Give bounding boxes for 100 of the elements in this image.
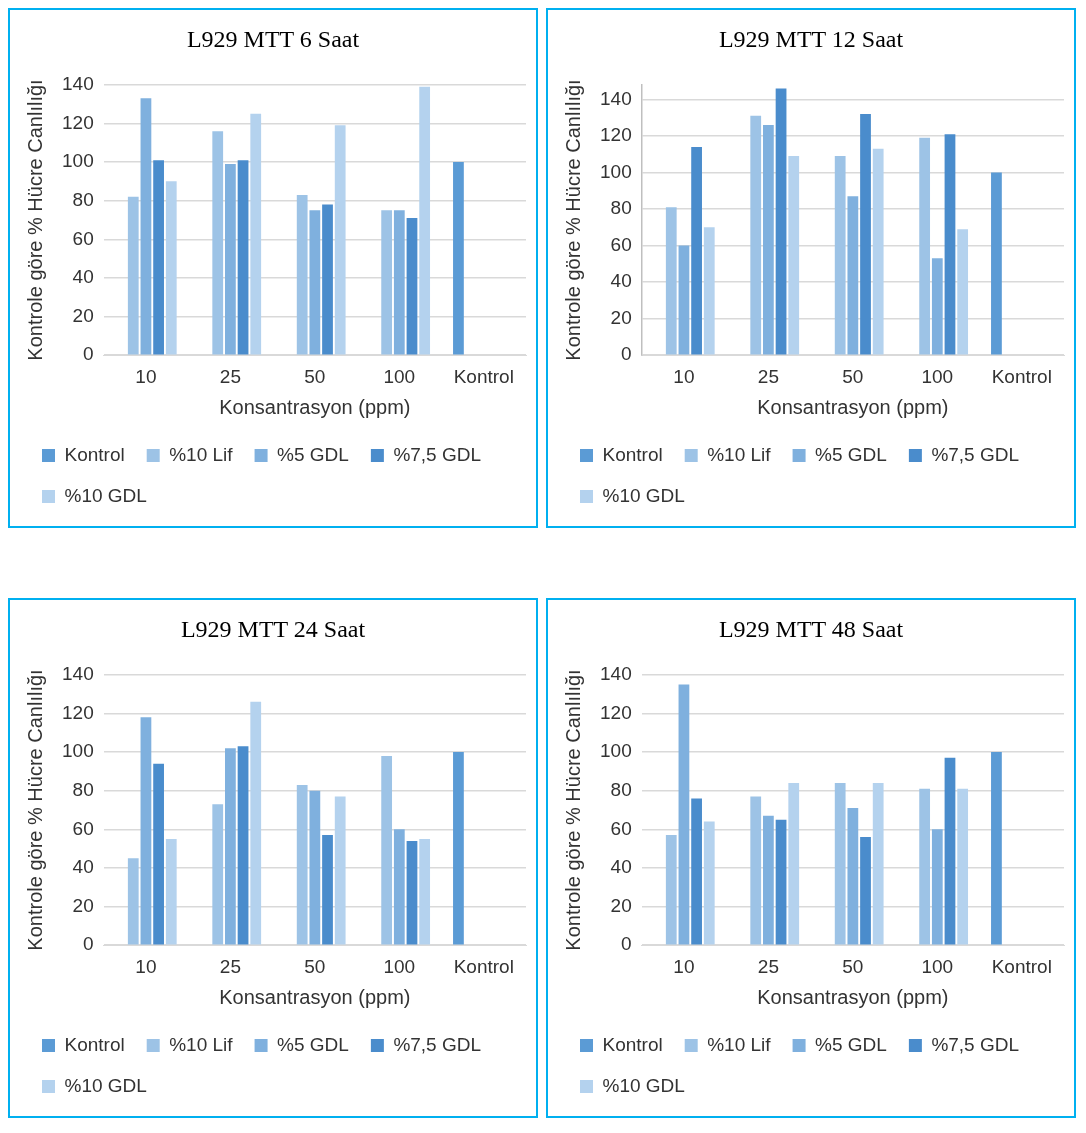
bar (393, 829, 405, 945)
bar (703, 821, 715, 945)
chart-title: L929 MTT 6 Saat (186, 25, 360, 52)
legend-label: %7,5 GDL (931, 443, 1020, 465)
x-tick-label: 50 (304, 365, 326, 387)
chart-title: L929 MTT 24 Saat (180, 615, 366, 642)
bar (750, 796, 762, 945)
x-tick-label: 10 (135, 955, 157, 977)
x-tick-label: 100 (383, 365, 416, 387)
bar (237, 160, 249, 355)
y-tick-label: 0 (83, 343, 94, 365)
y-tick-label: 80 (72, 188, 94, 210)
y-tick-label: 0 (621, 343, 632, 365)
bar (237, 746, 249, 945)
bar (834, 782, 846, 945)
y-tick-label: 20 (72, 304, 94, 326)
y-tick-label: 20 (610, 894, 632, 916)
x-tick-label: 10 (673, 955, 695, 977)
x-tick-label: 25 (757, 955, 779, 977)
bar (678, 245, 690, 355)
legend-label: %10 GDL (602, 1074, 685, 1096)
legend-label: Kontrol (64, 1033, 125, 1055)
bar (788, 156, 800, 355)
legend-label: %10 Lif (169, 1033, 234, 1055)
bar (678, 684, 690, 945)
y-tick-label: 120 (600, 124, 632, 146)
bar (406, 840, 418, 945)
bar (703, 227, 715, 355)
y-tick-label: 60 (72, 227, 94, 249)
x-tick-label: 25 (219, 365, 241, 387)
y-tick-label: 60 (610, 233, 632, 255)
y-tick-label: 40 (72, 266, 94, 288)
bar (931, 258, 943, 355)
y-tick-label: 140 (600, 87, 632, 109)
bar (991, 752, 1002, 945)
bar (165, 181, 177, 355)
legend-label: %10 Lif (169, 443, 234, 465)
bar (957, 788, 969, 945)
bar (691, 146, 702, 355)
bar (944, 757, 956, 945)
bar (381, 210, 393, 355)
bar (309, 210, 321, 355)
bar (419, 86, 431, 355)
chart-title: L929 MTT 48 Saat (718, 615, 904, 642)
x-tick-label: 100 (921, 955, 954, 977)
y-tick-label: 80 (72, 778, 94, 800)
y-tick-label: 0 (83, 933, 94, 955)
x-axis-title: Konsantrasyon (ppm) (219, 395, 411, 418)
bar (872, 782, 884, 945)
legend-label: %10 GDL (64, 1074, 147, 1096)
y-tick-label: 40 (610, 270, 632, 292)
bar (225, 748, 236, 945)
y-tick-label: 120 (600, 701, 632, 723)
y-tick-label: 100 (600, 160, 632, 182)
legend-label: %10 Lif (707, 443, 772, 465)
bar (393, 210, 405, 355)
bar (775, 88, 787, 355)
bar (381, 755, 393, 945)
bar (453, 162, 464, 355)
bar (763, 125, 774, 355)
x-tick-label: Kontrol (991, 955, 1052, 977)
legend-label: %7,5 GDL (393, 1033, 482, 1055)
legend-label: %5 GDL (815, 1033, 887, 1055)
bar (225, 163, 236, 355)
legend-label: %10 GDL (64, 484, 147, 506)
bar (322, 835, 333, 945)
bar (153, 160, 164, 355)
bar (775, 819, 787, 945)
x-tick-label: 25 (757, 365, 779, 387)
y-tick-label: 0 (621, 933, 632, 955)
legend-label: %10 Lif (707, 1033, 772, 1055)
chart-title: L929 MTT 12 Saat (718, 25, 904, 52)
legend-label: Kontrol (64, 443, 125, 465)
bar (665, 207, 677, 355)
bar (127, 858, 139, 945)
bar (847, 196, 859, 355)
bar (991, 172, 1002, 355)
bar (860, 837, 871, 945)
x-tick-label: 50 (842, 955, 864, 977)
legend-label: %7,5 GDL (931, 1033, 1020, 1055)
y-tick-label: 140 (62, 663, 94, 685)
y-tick-label: 100 (62, 150, 94, 172)
bar (334, 125, 346, 355)
x-axis-title: Konsantrasyon (ppm) (757, 985, 949, 1008)
x-tick-label: Kontrol (453, 955, 514, 977)
bar (847, 808, 859, 945)
bar (140, 98, 152, 355)
bar (919, 137, 931, 355)
y-axis-title: Kontrole göre % Hücre Canlılığı (561, 669, 584, 951)
x-tick-label: Kontrol (453, 365, 514, 387)
y-tick-label: 120 (62, 701, 94, 723)
bar (127, 196, 139, 355)
bar (860, 114, 871, 355)
bar (140, 717, 152, 945)
bar (665, 835, 677, 945)
x-tick-label: 10 (673, 365, 695, 387)
legend-label: %5 GDL (277, 443, 349, 465)
bar (406, 218, 418, 355)
bar (872, 148, 884, 355)
bar (322, 204, 333, 355)
